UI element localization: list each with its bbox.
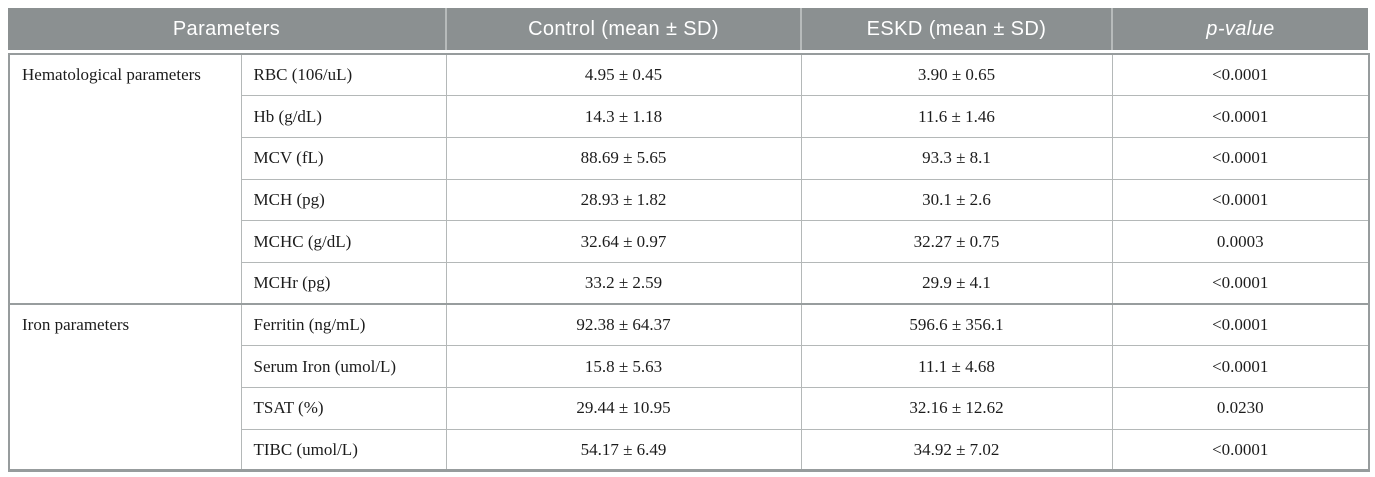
param-cell: MCV (fL) bbox=[240, 136, 447, 180]
control-cell: 92.38 ± 64.37 bbox=[445, 303, 802, 347]
table-row: MCH (pg) 28.93 ± 1.82 30.1 ± 2.6 <0.0001 bbox=[9, 178, 1370, 222]
p-value-cell: <0.0001 bbox=[1111, 178, 1370, 222]
p-value-cell: 0.0003 bbox=[1111, 220, 1370, 263]
p-value-cell: <0.0001 bbox=[1111, 303, 1370, 347]
header-p-value: p-value bbox=[1111, 8, 1368, 50]
param-cell: RBC (106/uL) bbox=[240, 53, 447, 97]
table-row: MCHr (pg) 33.2 ± 2.59 29.9 ± 4.1 <0.0001 bbox=[9, 261, 1370, 305]
param-cell: MCHC (g/dL) bbox=[240, 220, 447, 263]
p-value-cell: <0.0001 bbox=[1111, 95, 1370, 138]
parameters-table: Parameters Control (mean ± SD) ESKD (mea… bbox=[8, 8, 1370, 473]
param-cell: TIBC (umol/L) bbox=[240, 428, 447, 472]
param-cell: TSAT (%) bbox=[240, 387, 447, 430]
eskd-cell: 32.16 ± 12.62 bbox=[800, 387, 1113, 430]
p-value-cell: <0.0001 bbox=[1111, 53, 1370, 97]
eskd-cell: 596.6 ± 356.1 bbox=[800, 303, 1113, 347]
eskd-cell: 34.92 ± 7.02 bbox=[800, 428, 1113, 472]
control-cell: 15.8 ± 5.63 bbox=[445, 345, 802, 388]
table-row: TSAT (%) 29.44 ± 10.95 32.16 ± 12.62 0.0… bbox=[9, 387, 1370, 430]
table-row: MCHC (g/dL) 32.64 ± 0.97 32.27 ± 0.75 0.… bbox=[9, 220, 1370, 263]
p-value-cell: <0.0001 bbox=[1111, 428, 1370, 472]
table-header-row: Parameters Control (mean ± SD) ESKD (mea… bbox=[8, 8, 1368, 50]
p-value-cell: <0.0001 bbox=[1111, 136, 1370, 180]
control-cell: 32.64 ± 0.97 bbox=[445, 220, 802, 263]
table-row: Hematological parameters RBC (106/uL) 4.… bbox=[8, 53, 1370, 305]
table-body: Hematological parameters RBC (106/uL) 4.… bbox=[8, 53, 1370, 473]
eskd-cell: 32.27 ± 0.75 bbox=[800, 220, 1113, 263]
eskd-cell: 93.3 ± 8.1 bbox=[800, 136, 1113, 180]
header-eskd: ESKD (mean ± SD) bbox=[800, 8, 1111, 50]
table-row: TIBC (umol/L) 54.17 ± 6.49 34.92 ± 7.02 … bbox=[9, 428, 1370, 472]
param-cell: Ferritin (ng/mL) bbox=[240, 303, 447, 347]
p-value-cell: <0.0001 bbox=[1111, 345, 1370, 388]
eskd-cell: 11.1 ± 4.68 bbox=[800, 345, 1113, 388]
eskd-cell: 29.9 ± 4.1 bbox=[800, 261, 1113, 305]
control-cell: 28.93 ± 1.82 bbox=[445, 178, 802, 222]
control-cell: 14.3 ± 1.18 bbox=[445, 95, 802, 138]
eskd-cell: 30.1 ± 2.6 bbox=[800, 178, 1113, 222]
eskd-cell: 11.6 ± 1.46 bbox=[800, 95, 1113, 138]
header-parameters: Parameters bbox=[172, 17, 281, 40]
control-cell: 29.44 ± 10.95 bbox=[445, 387, 802, 430]
control-cell: 88.69 ± 5.65 bbox=[445, 136, 802, 180]
table-row: Iron parameters Ferritin (ng/mL) 92.38 ±… bbox=[8, 303, 1370, 472]
group-cell-iron: Iron parameters bbox=[8, 303, 242, 472]
param-cell: Hb (g/dL) bbox=[240, 95, 447, 138]
eskd-cell: 3.90 ± 0.65 bbox=[800, 53, 1113, 97]
param-cell: Serum Iron (umol/L) bbox=[240, 345, 447, 388]
table-row: Hb (g/dL) 14.3 ± 1.18 11.6 ± 1.46 <0.000… bbox=[9, 95, 1370, 138]
table-row: MCV (fL) 88.69 ± 5.65 93.3 ± 8.1 <0.0001 bbox=[9, 136, 1370, 180]
control-cell: 33.2 ± 2.59 bbox=[445, 261, 802, 305]
group-cell-hematological: Hematological parameters bbox=[8, 53, 242, 305]
header-control: Control (mean ± SD) bbox=[445, 8, 800, 50]
p-value-cell: <0.0001 bbox=[1111, 261, 1370, 305]
param-cell: MCHr (pg) bbox=[240, 261, 447, 305]
control-cell: 4.95 ± 0.45 bbox=[445, 53, 802, 97]
p-value-cell: 0.0230 bbox=[1111, 387, 1370, 430]
param-cell: MCH (pg) bbox=[240, 178, 447, 222]
control-cell: 54.17 ± 6.49 bbox=[445, 428, 802, 472]
table-row: Serum Iron (umol/L) 15.8 ± 5.63 11.1 ± 4… bbox=[9, 345, 1370, 388]
